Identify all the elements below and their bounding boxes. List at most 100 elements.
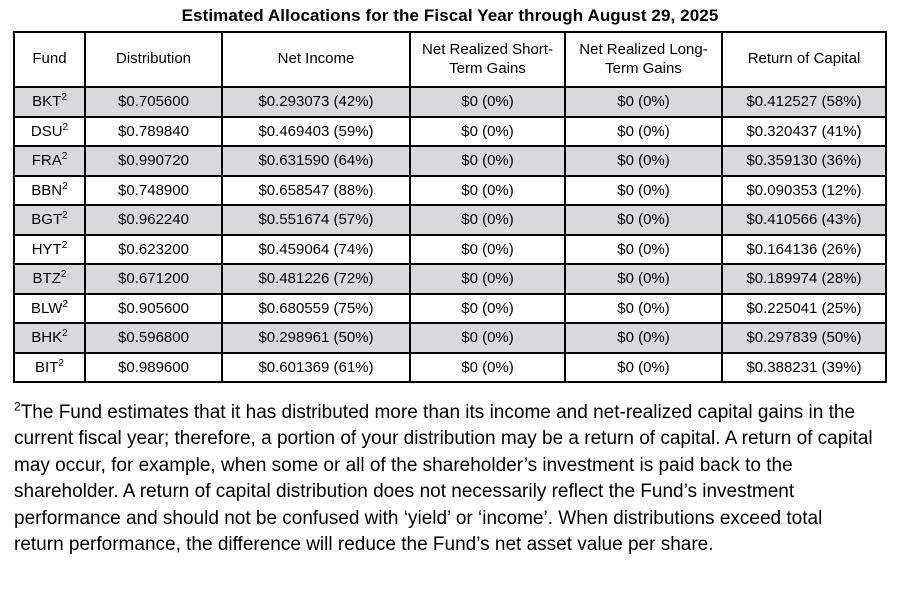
return-of-capital-cell: $0.410566 (43%) [721, 204, 887, 236]
long-term-gains-cell: $0 (0%) [564, 115, 723, 147]
footnote-reference: 2 [58, 357, 64, 369]
fund-cell: BLW2 [13, 292, 86, 324]
return-of-capital-cell: $0.189974 (28%) [721, 263, 887, 295]
distribution-cell: $0.748900 [84, 174, 223, 206]
footnote-reference: 2 [62, 298, 68, 310]
short-term-gains-cell: $0 (0%) [409, 351, 566, 383]
return-of-capital-cell: $0.412527 (58%) [721, 86, 887, 118]
fund-cell: BBN2 [13, 174, 86, 206]
short-term-gains-cell: $0 (0%) [409, 115, 566, 147]
short-term-gains-cell: $0 (0%) [409, 86, 566, 118]
table-row-bkt: BKT2 $0.705600 $0.293073 (42%) $0 (0%) $… [13, 86, 887, 118]
long-term-gains-cell: $0 (0%) [564, 292, 723, 324]
column-header-short-term-gains: Net Realized Short-Term Gains [409, 31, 566, 88]
distribution-cell: $0.990720 [84, 145, 223, 177]
long-term-gains-cell: $0 (0%) [564, 263, 723, 295]
long-term-gains-cell: $0 (0%) [564, 204, 723, 236]
fund-cell: BIT2 [13, 351, 86, 383]
distribution-cell: $0.671200 [84, 263, 223, 295]
net-income-cell: $0.601369 (61%) [221, 351, 411, 383]
short-term-gains-cell: $0 (0%) [409, 292, 566, 324]
long-term-gains-cell: $0 (0%) [564, 86, 723, 118]
net-income-cell: $0.658547 (88%) [221, 174, 411, 206]
fund-cell: FRA2 [13, 145, 86, 177]
column-header-net-income: Net Income [221, 31, 411, 88]
table-row-blw: BLW2 $0.905600 $0.680559 (75%) $0 (0%) $… [13, 292, 887, 324]
footnote-marker: 2 [14, 399, 21, 414]
long-term-gains-cell: $0 (0%) [564, 174, 723, 206]
table-row-dsu: DSU2 $0.789840 $0.469403 (59%) $0 (0%) $… [13, 115, 887, 147]
column-header-return-of-capital: Return of Capital [721, 31, 887, 88]
short-term-gains-cell: $0 (0%) [409, 322, 566, 354]
return-of-capital-cell: $0.090353 (12%) [721, 174, 887, 206]
net-income-cell: $0.469403 (59%) [221, 115, 411, 147]
distribution-cell: $0.905600 [84, 292, 223, 324]
fund-cell: DSU2 [13, 115, 86, 147]
footnote-reference: 2 [62, 121, 69, 133]
long-term-gains-cell: $0 (0%) [564, 322, 723, 354]
fund-ticker: BHK [31, 329, 63, 347]
fund-ticker: BTZ [32, 270, 61, 288]
distribution-cell: $0.705600 [84, 86, 223, 118]
net-income-cell: $0.680559 (75%) [221, 292, 411, 324]
table-row-fra: FRA2 $0.990720 $0.631590 (64%) $0 (0%) $… [13, 145, 887, 177]
short-term-gains-cell: $0 (0%) [409, 204, 566, 236]
fund-ticker: BLW [31, 299, 63, 317]
net-income-cell: $0.459064 (74%) [221, 233, 411, 265]
return-of-capital-cell: $0.225041 (25%) [721, 292, 887, 324]
fund-cell: BHK2 [13, 322, 86, 354]
net-income-cell: $0.293073 (42%) [221, 86, 411, 118]
short-term-gains-cell: $0 (0%) [409, 174, 566, 206]
footnote-reference: 2 [61, 92, 67, 104]
table-row-bhk: BHK2 $0.596800 $0.298961 (50%) $0 (0%) $… [13, 322, 887, 354]
return-of-capital-cell: $0.164136 (26%) [721, 233, 887, 265]
short-term-gains-cell: $0 (0%) [409, 263, 566, 295]
distribution-cell: $0.596800 [84, 322, 223, 354]
fund-ticker: BBN [31, 181, 63, 199]
footnote-reference: 2 [61, 151, 68, 163]
footnote-reference: 2 [61, 239, 68, 251]
footnote-reference: 2 [62, 328, 68, 340]
distribution-cell: $0.789840 [84, 115, 223, 147]
fund-ticker: FRA [31, 152, 62, 170]
footnote: 2The Fund estimates that it has distribu… [14, 400, 874, 558]
table-row-btz: BTZ2 $0.671200 $0.481226 (72%) $0 (0%) $… [13, 263, 887, 295]
table-row-hyt: HYT2 $0.623200 $0.459064 (74%) $0 (0%) $… [13, 233, 887, 265]
fund-ticker: HYT [31, 240, 62, 258]
net-income-cell: $0.298961 (50%) [221, 322, 411, 354]
column-header-long-term-gains: Net Realized Long-Term Gains [564, 31, 723, 88]
fund-cell: BKT2 [13, 86, 86, 118]
fund-ticker: BIT [35, 358, 59, 376]
table-row-bbn: BBN2 $0.748900 $0.658547 (88%) $0 (0%) $… [13, 174, 887, 206]
fund-cell: BGT2 [13, 204, 86, 236]
footnote-reference: 2 [62, 210, 68, 222]
return-of-capital-cell: $0.388231 (39%) [721, 351, 887, 383]
fund-ticker: DSU [30, 122, 63, 140]
long-term-gains-cell: $0 (0%) [564, 233, 723, 265]
column-header-distribution: Distribution [84, 31, 223, 88]
return-of-capital-cell: $0.359130 (36%) [721, 145, 887, 177]
return-of-capital-cell: $0.297839 (50%) [721, 322, 887, 354]
fund-ticker: BKT [32, 93, 62, 111]
distribution-cell: $0.623200 [84, 233, 223, 265]
long-term-gains-cell: $0 (0%) [564, 145, 723, 177]
distribution-cell: $0.989600 [84, 351, 223, 383]
table-row-bit: BIT2 $0.989600 $0.601369 (61%) $0 (0%) $… [13, 351, 887, 383]
allocations-table: Fund Distribution Net Income Net Realize… [13, 31, 887, 383]
net-income-cell: $0.551674 (57%) [221, 204, 411, 236]
table-header-row: Fund Distribution Net Income Net Realize… [13, 31, 887, 88]
net-income-cell: $0.481226 (72%) [221, 263, 411, 295]
short-term-gains-cell: $0 (0%) [409, 145, 566, 177]
fund-cell: HYT2 [13, 233, 86, 265]
column-header-fund: Fund [13, 31, 86, 88]
fund-ticker: BGT [31, 211, 63, 229]
footnote-reference: 2 [60, 269, 67, 281]
footnote-reference: 2 [62, 180, 68, 192]
return-of-capital-cell: $0.320437 (41%) [721, 115, 887, 147]
net-income-cell: $0.631590 (64%) [221, 145, 411, 177]
short-term-gains-cell: $0 (0%) [409, 233, 566, 265]
fund-cell: BTZ2 [13, 263, 86, 295]
long-term-gains-cell: $0 (0%) [564, 351, 723, 383]
footnote-text: The Fund estimates that it has distribut… [14, 402, 873, 556]
